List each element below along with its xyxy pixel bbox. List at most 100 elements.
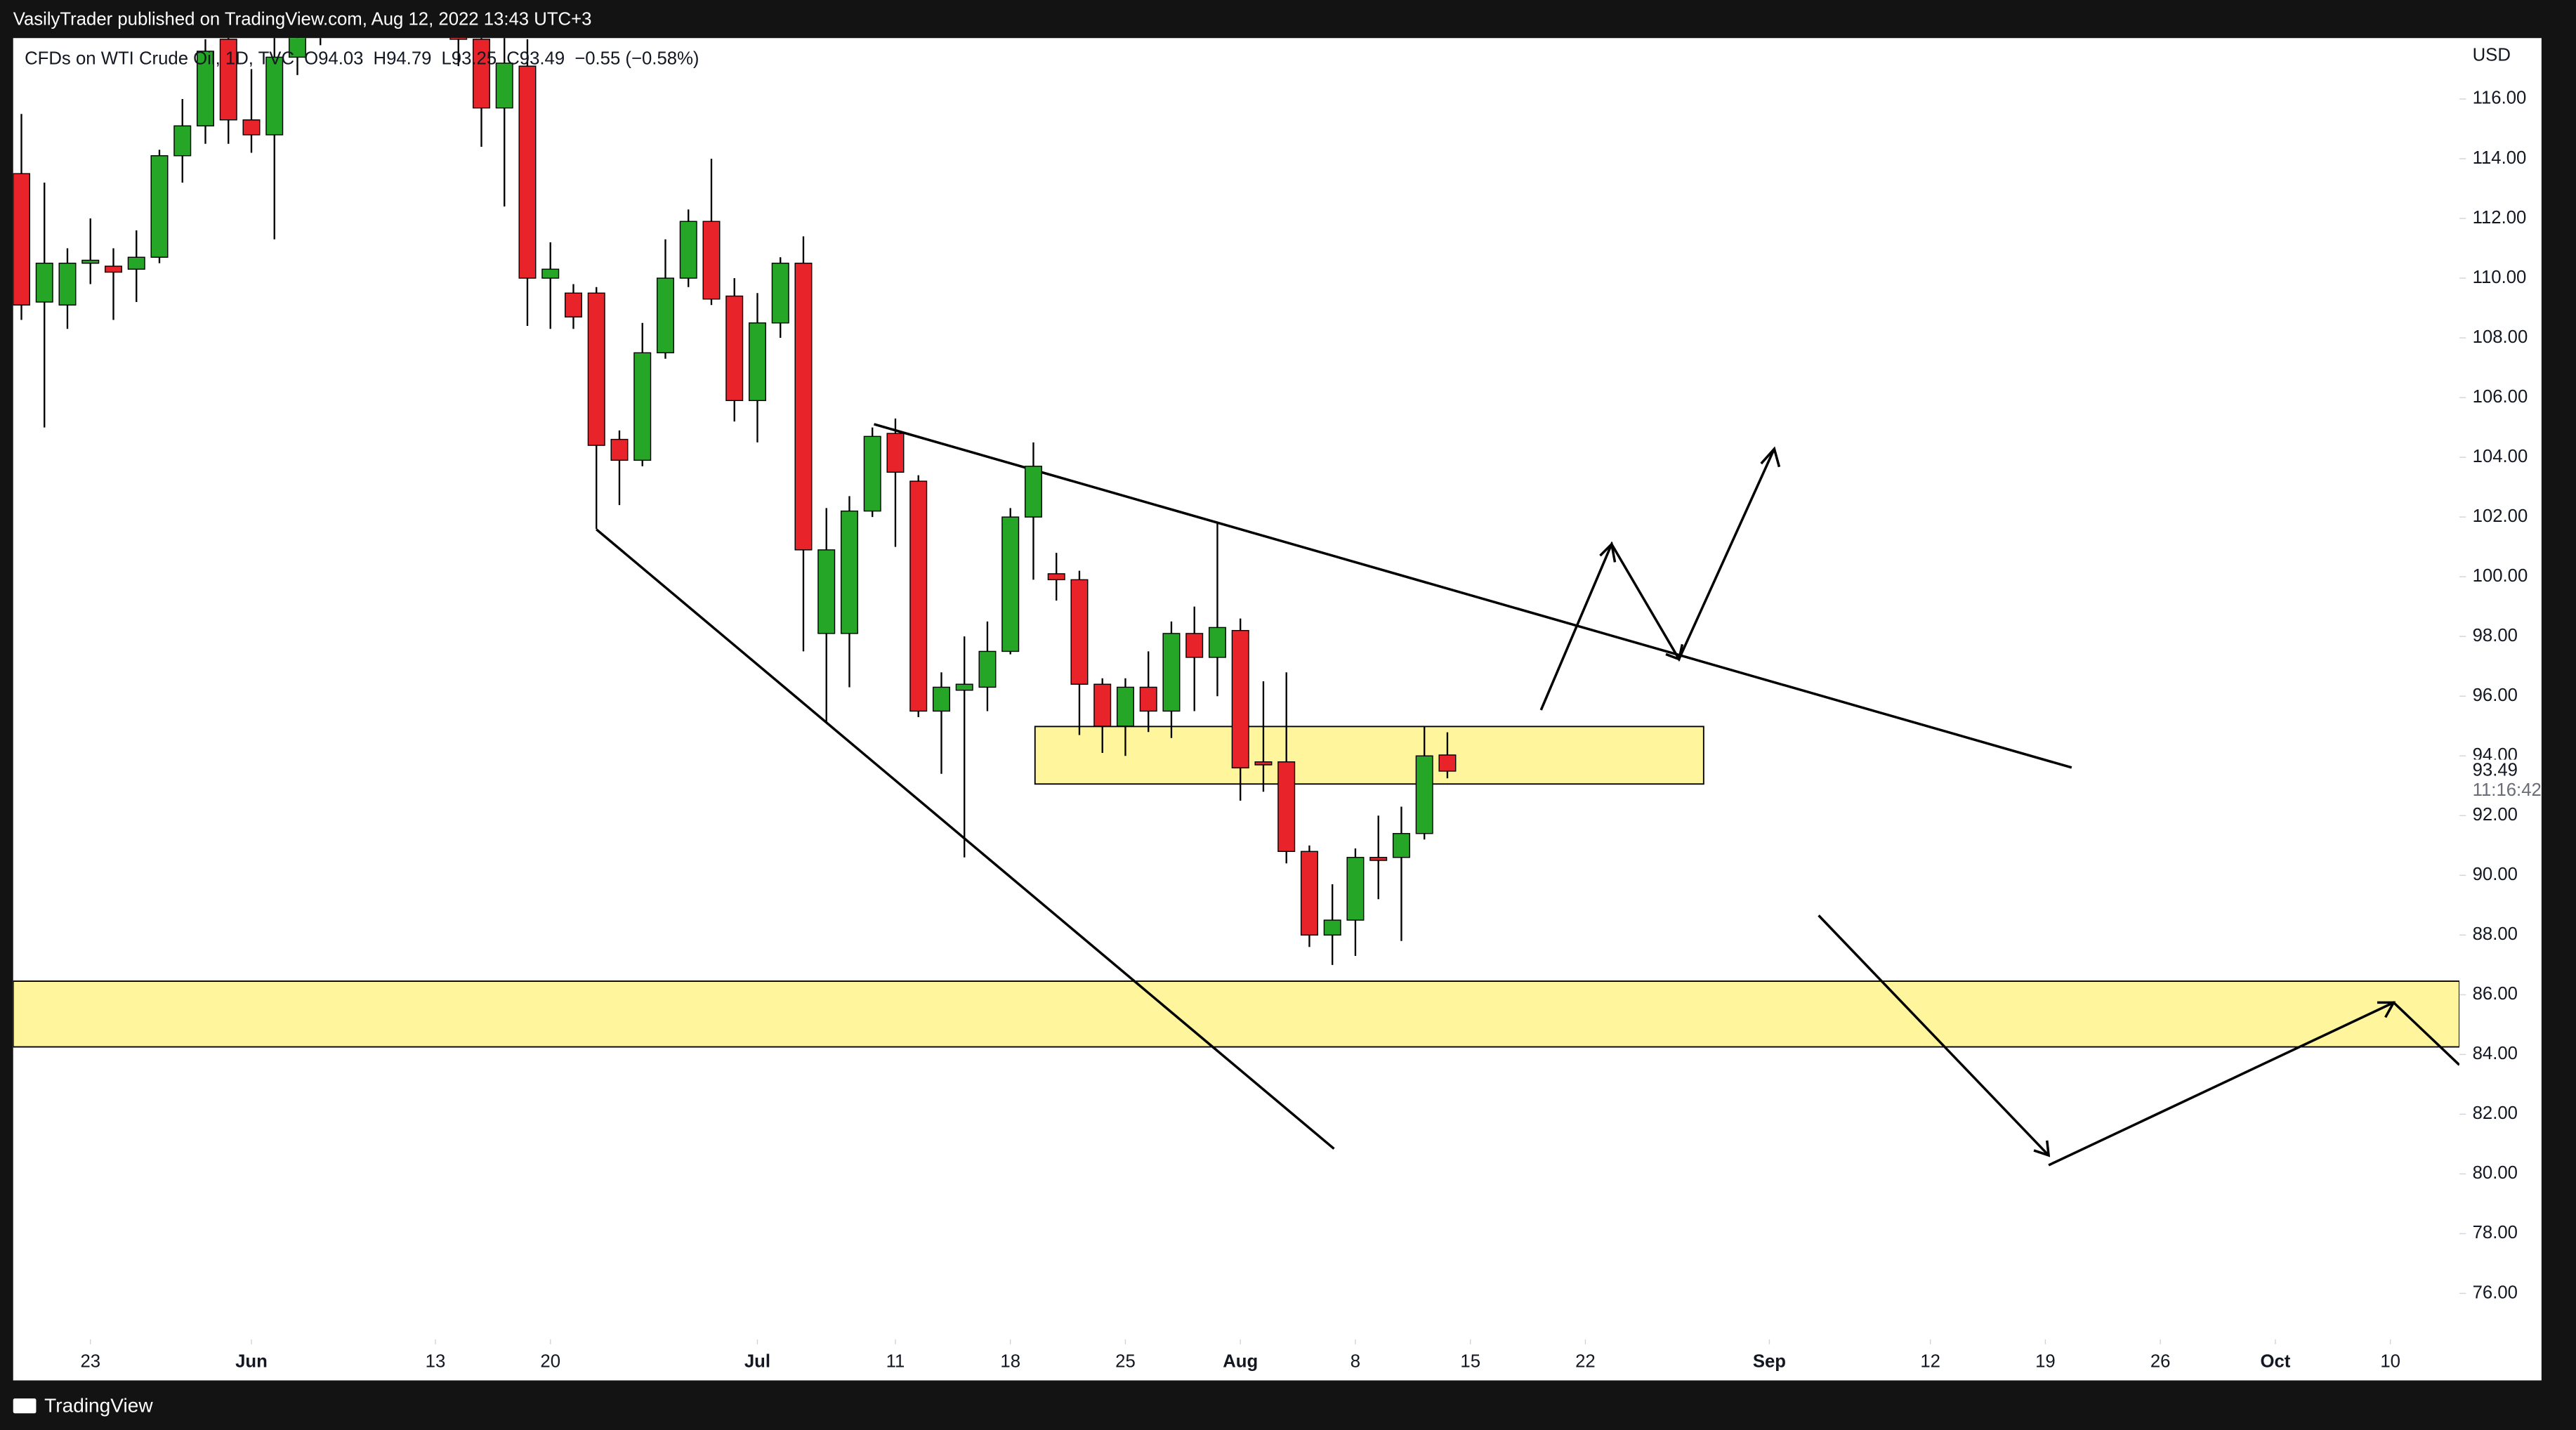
y-tick-label: 106.00 xyxy=(2473,387,2528,407)
y-tick-label: 98.00 xyxy=(2473,626,2518,645)
candle-body xyxy=(656,277,674,354)
candle-body xyxy=(1139,686,1157,712)
x-tick-label: 23 xyxy=(80,1351,100,1371)
candle-body xyxy=(1392,833,1410,858)
x-tick-label: Oct xyxy=(2260,1351,2290,1371)
y-tick-label: 112.00 xyxy=(2473,208,2527,228)
candles xyxy=(13,38,1457,965)
candle-body xyxy=(840,510,858,634)
candle-body xyxy=(564,292,582,317)
candle-body xyxy=(1185,633,1204,658)
candle-body xyxy=(1162,633,1181,712)
x-tick-label: Jul xyxy=(744,1351,770,1371)
candle-body xyxy=(1300,851,1318,936)
y-tick-label: 92.00 xyxy=(2473,805,2518,825)
arrow-head xyxy=(2377,1001,2396,1018)
y-tick-label: 90.00 xyxy=(2473,865,2518,884)
candle-body xyxy=(173,125,192,157)
x-tick-label: 18 xyxy=(1000,1351,1020,1371)
arrow-head xyxy=(1665,644,1684,661)
candle-body xyxy=(1024,466,1042,518)
y-tick-label: 88.00 xyxy=(2473,924,2518,944)
x-tick-label: 10 xyxy=(2380,1351,2400,1371)
y-tick-label: 114.00 xyxy=(2473,148,2527,168)
ohlc-prefix: L xyxy=(441,48,451,68)
candle-body xyxy=(1093,683,1112,727)
logo: TradingView xyxy=(13,1394,153,1416)
symbol: CFDs on WTI Crude Oil, 1D, TVC xyxy=(25,48,294,68)
candle-body xyxy=(1323,919,1341,936)
y-tick-label: 84.00 xyxy=(2473,1044,2518,1063)
candle-body xyxy=(541,268,560,279)
projection-arrow xyxy=(1818,914,2050,1157)
candle-body xyxy=(771,263,789,324)
publisher: VasilyTrader published on TradingView.co… xyxy=(13,9,592,29)
candle-body xyxy=(1438,754,1457,772)
candle-body xyxy=(265,56,284,136)
candle-body xyxy=(1254,761,1273,766)
y-tick-label: 96.00 xyxy=(2473,686,2518,705)
candle-body xyxy=(1346,857,1365,921)
x-tick-label: 20 xyxy=(540,1351,560,1371)
x-tick-label: 26 xyxy=(2150,1351,2171,1371)
candle-body xyxy=(955,683,973,691)
candle-body xyxy=(219,39,237,121)
x-tick-label: 22 xyxy=(1575,1351,1596,1371)
candle-body xyxy=(242,119,261,136)
candle-body xyxy=(518,65,537,279)
candle-body xyxy=(1208,627,1226,658)
brand: TradingView xyxy=(44,1394,153,1416)
candle-body xyxy=(127,256,145,270)
candle-body xyxy=(817,549,836,634)
x-tick-label: Jun xyxy=(235,1351,268,1371)
candle-body xyxy=(35,263,53,303)
candle-body xyxy=(978,650,997,688)
candle-body xyxy=(449,38,468,40)
x-tick-label: 12 xyxy=(1920,1351,1940,1371)
price-tag-bg xyxy=(2461,759,2540,803)
y-tick-label: 76.00 xyxy=(2473,1283,2518,1302)
y-tick-label: 104.00 xyxy=(2473,447,2528,466)
candle-body xyxy=(886,433,905,473)
resistance-zone xyxy=(1034,726,1704,785)
x-tick-label: Aug xyxy=(1223,1351,1258,1371)
candle-body xyxy=(1116,686,1134,727)
candle-body xyxy=(1231,629,1249,768)
trend-line xyxy=(874,423,2072,769)
y-tick-label: 116.00 xyxy=(2473,88,2527,108)
candle-body xyxy=(105,265,122,273)
candle-body xyxy=(909,480,928,712)
ohlc-value: 94.03 xyxy=(318,48,363,68)
arrow-head xyxy=(1760,446,1781,468)
candle-body xyxy=(289,38,306,58)
legend: CFDs on WTI Crude Oil, 1D, TVC O94.03 H94.… xyxy=(25,48,699,68)
candle-body xyxy=(1415,755,1433,834)
x-tick-label: 13 xyxy=(426,1351,446,1371)
y-tick-label: 100.00 xyxy=(2473,566,2528,586)
candle-body xyxy=(13,173,30,306)
x-tick-label: 25 xyxy=(1115,1351,1136,1371)
chart-area xyxy=(13,38,2542,1381)
candle-body xyxy=(1369,857,1388,861)
candle-body xyxy=(150,155,169,258)
x-tick-label: 11 xyxy=(886,1351,905,1371)
candle-body xyxy=(1277,761,1296,852)
y-tick-label: 80.00 xyxy=(2473,1163,2518,1183)
candle-body xyxy=(1047,573,1065,581)
ohlc-prefix: O xyxy=(304,48,318,68)
y-tick-label: 110.00 xyxy=(2473,268,2527,287)
candle-body xyxy=(679,221,697,279)
ohlc-value: 93.25 xyxy=(452,48,497,68)
candle-body xyxy=(587,292,605,446)
candle-body xyxy=(197,51,214,126)
candle-body xyxy=(472,39,490,109)
currency: USD xyxy=(2473,46,2511,65)
x-tick-label: Sep xyxy=(1753,1351,1786,1371)
x-tick-label: 8 xyxy=(1351,1351,1360,1371)
ohlc-prefix: C xyxy=(506,48,520,68)
candle-body xyxy=(725,295,744,402)
candle-body xyxy=(1070,579,1089,685)
candle-body xyxy=(1001,516,1020,652)
y-tick-label: 86.00 xyxy=(2473,984,2518,1004)
